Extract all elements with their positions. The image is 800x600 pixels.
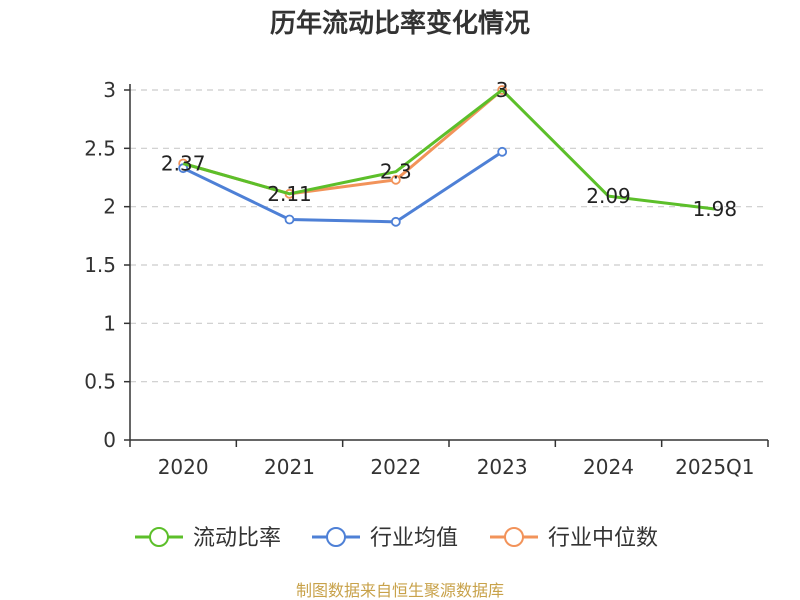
x-tick-label-2: 2022: [370, 455, 421, 479]
point-1-2: [390, 216, 401, 227]
legend-label-0: 流动比率: [193, 526, 281, 551]
x-tick-label-1: 2021: [264, 455, 315, 479]
x-tick-label-4: 2024: [583, 455, 634, 479]
series-line-0: [182, 88, 716, 211]
x-tick-label-0: 2020: [158, 455, 209, 479]
data-label-4: 2.09: [586, 184, 631, 208]
series-1: [178, 146, 508, 227]
legend-marker-1: [326, 527, 346, 547]
x-tick-label-5: 2025Q1: [675, 455, 754, 479]
data-labels: 2.37 2.11 2.3 3 2.09 1.98: [161, 78, 737, 221]
data-label-3: 3: [496, 78, 509, 102]
data-label-1: 2.11: [267, 182, 312, 206]
y-tick-label-0: 0: [103, 428, 116, 452]
y-tick-label-1: 0.5: [84, 370, 116, 394]
legend-item-2[interactable]: 行业中位数: [490, 526, 658, 551]
series-line-1: [182, 150, 503, 224]
point-2-2: [390, 174, 401, 185]
legend-item-1[interactable]: 行业均值: [312, 526, 458, 551]
y-tick-label-3: 1.5: [84, 253, 116, 277]
grid-lines: [130, 89, 768, 383]
y-tick-label-5: 2.5: [84, 136, 116, 160]
series-layer: [178, 85, 716, 227]
data-label-0: 2.37: [161, 152, 206, 176]
legend-label-2: 行业中位数: [548, 526, 658, 551]
y-tick-label-2: 1: [103, 311, 116, 335]
data-label-5: 1.98: [693, 197, 738, 221]
y-tick-label-6: 3: [103, 78, 116, 102]
point-1-1: [284, 214, 295, 225]
chart-title: 历年流动比率变化情况: [270, 8, 530, 39]
series-0: [182, 88, 716, 211]
source-note: 制图数据来自恒生聚源数据库: [296, 581, 504, 600]
point-1-3: [497, 146, 508, 157]
y-tick-label-4: 2: [103, 195, 116, 219]
legend-marker-0: [149, 527, 169, 547]
x-tick-label-3: 2023: [477, 455, 528, 479]
axes: 0 0.5 1 1.5 2 2.5 3 2020 2021 2022 2023 2024 2025Q1: [84, 78, 769, 479]
legend[interactable]: 流动比率 行业均值 行业中位数: [135, 526, 658, 551]
legend-label-1: 行业均值: [370, 526, 458, 551]
legend-marker-2: [504, 527, 524, 547]
legend-item-0[interactable]: 流动比率: [135, 526, 281, 551]
data-label-2: 2.3: [380, 160, 412, 184]
